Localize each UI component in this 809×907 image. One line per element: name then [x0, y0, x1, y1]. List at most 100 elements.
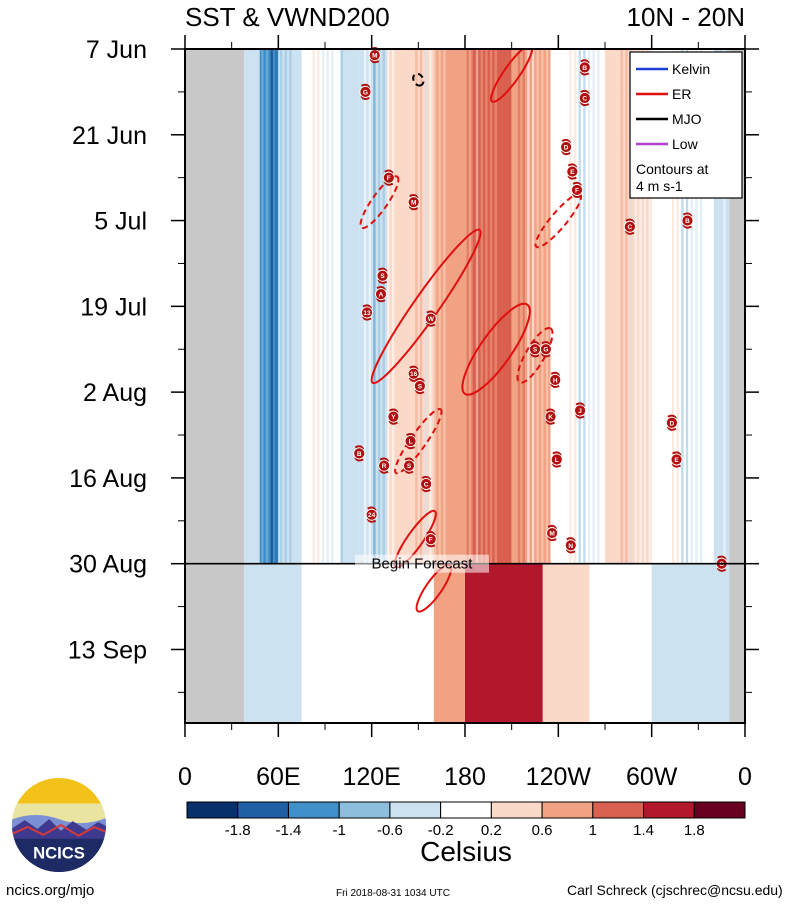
- storm-marker: L: [404, 433, 417, 450]
- colorbar-cell: [287, 801, 340, 819]
- sst-streak: [681, 49, 684, 564]
- storm-arm: [575, 402, 586, 407]
- sst-streak: [256, 49, 259, 564]
- sst-streak: [307, 49, 311, 564]
- storm-dot: [564, 539, 577, 552]
- storm-label: G: [719, 561, 724, 568]
- sst-streak: [345, 49, 348, 564]
- colorbar-tick-label: 1.4: [633, 822, 654, 839]
- storm-label: M: [549, 531, 554, 538]
- storm-dot: [578, 92, 591, 104]
- storm-dot: [365, 508, 378, 521]
- storm-dot: [566, 165, 579, 178]
- sst-streak: [578, 49, 581, 564]
- legend-note-line2: 4 m s-1: [636, 178, 683, 194]
- sst-streak: [508, 49, 511, 564]
- y-tick-label: 16 Aug: [69, 465, 147, 493]
- sst-streak: [695, 49, 698, 564]
- y-tick-label: 13 Sep: [68, 636, 147, 664]
- colorbar-cell: [440, 801, 492, 819]
- y-tick-label: 5 Jul: [94, 208, 147, 236]
- storm-dot: [420, 478, 433, 490]
- sst-streak: [648, 49, 651, 564]
- footer-site-link[interactable]: ncics.org/mjo: [6, 882, 95, 899]
- forecast-label-bg: [355, 554, 489, 573]
- sst-streak: [685, 49, 689, 564]
- storm-arm: [567, 163, 578, 168]
- storm-dot: [550, 453, 563, 466]
- sst-band: [550, 49, 605, 564]
- storm-arm: [409, 194, 419, 199]
- sst-streak: [265, 49, 269, 564]
- storm-arm: [530, 341, 540, 346]
- storm-label: R: [382, 463, 387, 470]
- storm-arm: [426, 531, 436, 536]
- sst-streak: [415, 49, 418, 564]
- storm-marker: N: [564, 537, 577, 554]
- storm-arm: [567, 175, 577, 180]
- storm-dot: [665, 416, 678, 429]
- storm-arm: [360, 95, 370, 101]
- sst-band: [259, 49, 279, 564]
- sst-streak: [443, 49, 446, 564]
- storm-dot: [404, 435, 417, 448]
- sst-streak: [429, 49, 432, 564]
- storm-label: G: [363, 89, 368, 96]
- storm-marker: B: [681, 212, 694, 229]
- sst-streak: [373, 49, 376, 564]
- er-contour: [490, 49, 534, 103]
- storm-arm: [580, 59, 590, 64]
- storm-label: E: [674, 457, 679, 464]
- y-tick-label: 21 Jun: [72, 122, 147, 150]
- sst-streak: [475, 49, 479, 564]
- storm-arm: [425, 322, 436, 327]
- storm-arm: [388, 408, 399, 414]
- colorbar-tick-label: -1: [333, 822, 346, 839]
- storm-marker: S: [376, 267, 389, 284]
- legend-note-line1: Contours at: [636, 161, 708, 177]
- sst-forecast-band: [651, 563, 730, 723]
- storm-marker: K: [544, 408, 557, 425]
- sst-streak: [667, 49, 670, 564]
- storm-dot: [544, 410, 557, 423]
- sst-streak: [279, 49, 283, 564]
- storm-arm: [682, 224, 692, 229]
- storm-dot: [574, 404, 587, 417]
- x-tick-label: 0: [178, 763, 192, 791]
- storm-arm: [624, 230, 635, 235]
- er-contour: [370, 228, 482, 385]
- sst-streak: [657, 49, 661, 564]
- sst-streak: [662, 49, 665, 564]
- sst-streak: [713, 49, 717, 564]
- sst-streak: [335, 49, 339, 564]
- storm-arm: [546, 408, 556, 414]
- storm-arm: [530, 352, 540, 358]
- chart-title-right: 10N - 20N: [627, 2, 746, 32]
- storm-arm: [547, 536, 557, 542]
- storm-arm: [561, 138, 572, 144]
- storm-label: W: [428, 316, 435, 323]
- sst-streak: [321, 49, 325, 564]
- sst-streak: [499, 49, 502, 564]
- sst-streak: [494, 49, 497, 564]
- sst-streak: [485, 49, 488, 564]
- storm-arm: [379, 457, 390, 463]
- storm-marker: S: [413, 377, 426, 395]
- sst-streak: [634, 49, 637, 564]
- colorbar-tick-label: 0.2: [481, 822, 502, 839]
- sst-streak: [452, 49, 455, 564]
- sst-streak: [606, 49, 609, 564]
- storm-arm: [414, 389, 425, 395]
- sst-streak: [396, 49, 399, 564]
- legend-entry-er: ER: [672, 86, 691, 102]
- sst-streak: [545, 49, 549, 564]
- storm-arm: [717, 555, 727, 561]
- colorbar-tick-label: -0.2: [428, 822, 454, 839]
- storm-arm: [379, 469, 389, 474]
- sst-streak: [270, 49, 273, 564]
- storm-dot: [578, 61, 591, 74]
- sst-streak: [611, 49, 614, 564]
- storm-marker: C: [623, 218, 636, 235]
- colorbar-cell: [693, 801, 746, 819]
